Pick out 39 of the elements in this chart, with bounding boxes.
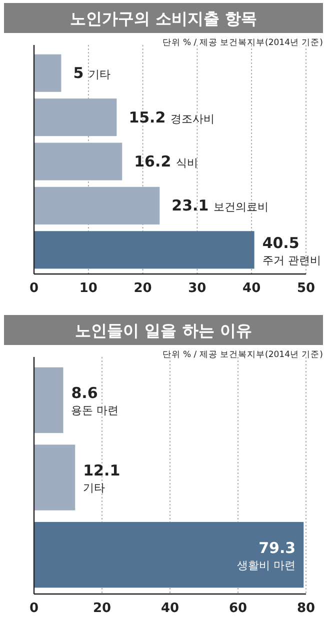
bar	[34, 142, 122, 180]
annotation: 단위 % / 제공 보건복지부(2014년 기준)	[162, 38, 323, 48]
data-label: 12.1	[83, 462, 120, 480]
bar	[34, 522, 304, 588]
x-tick-label: 20	[134, 281, 152, 296]
data-label: 15.2	[128, 108, 166, 126]
y-tick-label: 기타	[88, 68, 111, 82]
x-tick-label: 40	[160, 601, 180, 616]
x-tick-label: 40	[242, 281, 261, 296]
data-label: 23.1	[172, 196, 209, 215]
y-tick-label: 주거 관련비	[262, 254, 321, 267]
bar	[34, 231, 254, 269]
bar	[34, 186, 160, 224]
data-label: 40.5	[262, 234, 300, 252]
chart-title: 노인들이 일을 하는 이유	[75, 321, 252, 340]
y-tick-label: 용돈 마련	[71, 404, 119, 418]
bar	[34, 54, 62, 92]
data-label: 79.3	[258, 538, 296, 557]
bar	[34, 444, 76, 510]
data-label: 5	[73, 64, 84, 82]
data-label: 16.2	[134, 152, 172, 170]
x-tick-label: 20	[92, 601, 112, 616]
x-tick-label: 60	[228, 601, 248, 616]
y-tick-label: 생활비 마련	[237, 558, 296, 572]
y-tick-label: 경조사비	[170, 112, 215, 126]
data-label: 8.6	[71, 384, 98, 402]
x-tick-label: 0	[29, 281, 39, 296]
bar	[34, 367, 64, 434]
x-tick-label: 80	[296, 601, 316, 616]
x-tick-label: 50	[296, 281, 316, 296]
x-tick-label: 10	[79, 281, 98, 296]
y-tick-label: 식비	[176, 156, 198, 170]
x-tick-label: 30	[188, 281, 206, 296]
y-tick-label: 보건의료비	[214, 200, 269, 214]
bar	[34, 98, 117, 136]
chart-title: 노인가구의 소비지출 항목	[70, 9, 258, 28]
annotation: 단위 % / 제공 보건복지부(2014년 기준)	[162, 350, 323, 360]
x-tick-label: 0	[29, 601, 39, 616]
y-tick-label: 기타	[83, 482, 106, 494]
